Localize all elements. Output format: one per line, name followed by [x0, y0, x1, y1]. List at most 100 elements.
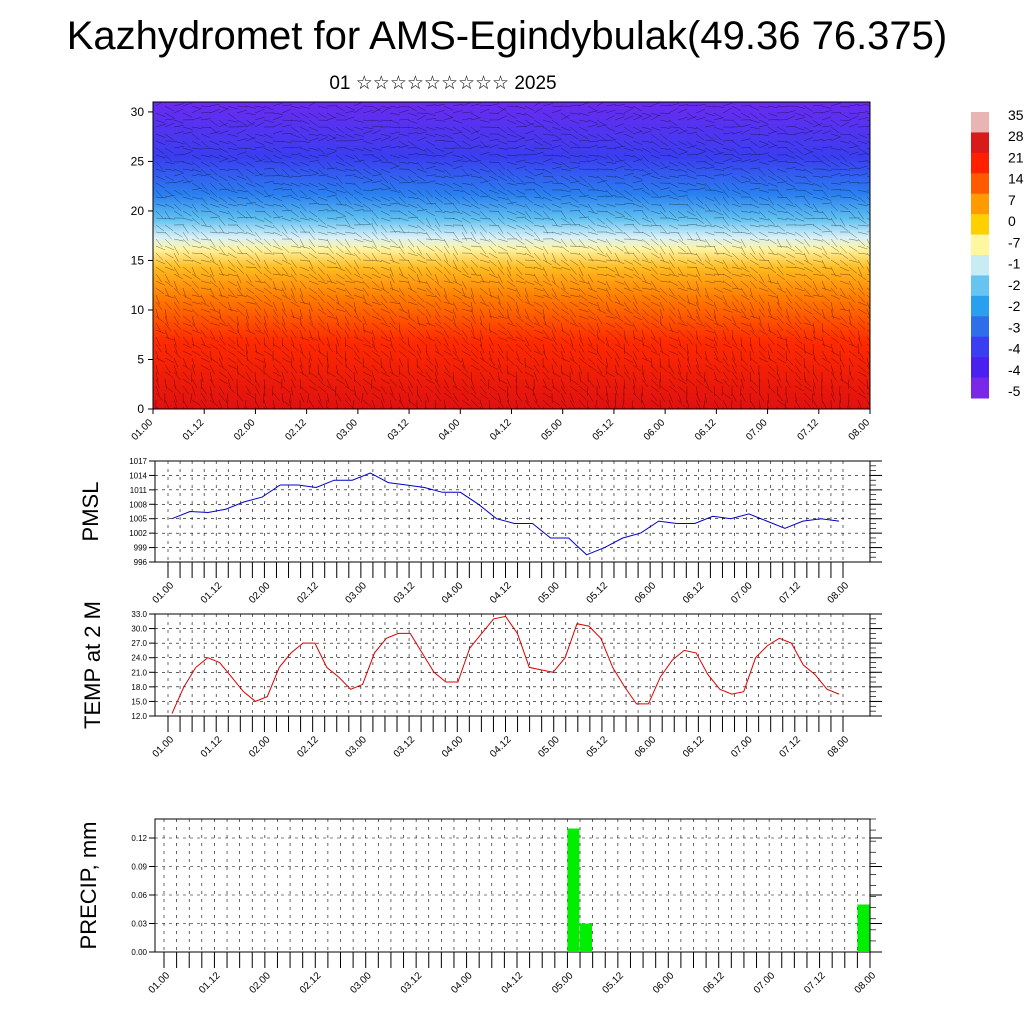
wind-barb — [407, 287, 417, 294]
wind-barb — [695, 364, 701, 375]
wind-barb — [578, 273, 585, 283]
wind-barb — [866, 392, 870, 396]
wind-barb — [830, 154, 840, 161]
wind-barb — [443, 273, 451, 283]
wind-barb — [416, 273, 421, 284]
wind-barb — [182, 245, 190, 255]
wind-barb — [434, 392, 441, 402]
wind-barb — [704, 217, 712, 226]
wind-barb — [272, 196, 283, 202]
wind-barb — [353, 350, 360, 360]
wind-barb — [551, 329, 556, 340]
wind-barb — [623, 322, 634, 327]
wind-barb — [272, 371, 282, 377]
wind-barb — [308, 252, 318, 259]
wind-barb — [749, 238, 760, 243]
wind-barb — [488, 392, 497, 401]
colorbar-label: -3 — [1008, 319, 1021, 335]
wind-barb — [380, 217, 391, 222]
wind-barb — [695, 217, 705, 225]
wind-barb — [569, 252, 580, 255]
wind-barb — [533, 399, 541, 409]
wind-barb — [470, 245, 482, 248]
wind-barb — [794, 140, 804, 147]
wind-barb — [290, 294, 298, 304]
wind-barb — [524, 336, 530, 347]
wind-barb — [164, 133, 174, 140]
wind-barb — [713, 343, 718, 354]
wind-barb — [335, 287, 346, 292]
wind-barb — [380, 266, 391, 271]
wind-barb — [803, 357, 805, 369]
wind-barb — [794, 301, 802, 310]
wind-barb — [308, 245, 317, 254]
x-tick-label: 05.12 — [601, 970, 627, 996]
wind-barb — [623, 231, 632, 240]
wind-barb — [731, 350, 736, 361]
wind-barb — [254, 350, 264, 357]
wind-barb — [605, 195, 616, 198]
wind-barb — [803, 245, 810, 255]
x-tick-label: 02.12 — [295, 580, 321, 606]
wind-barb — [245, 147, 256, 151]
wind-barb — [425, 371, 433, 381]
colorbar-label: 7 — [1008, 192, 1016, 208]
x-tick-label: 01.00 — [147, 970, 173, 996]
wind-barb — [605, 406, 608, 409]
wind-barb — [767, 294, 778, 298]
wind-barb — [695, 147, 706, 152]
wind-barb — [569, 308, 576, 318]
wind-barb — [650, 399, 659, 407]
wind-barb — [533, 224, 544, 228]
x-tick-label: 02.12 — [298, 970, 324, 996]
wind-barb — [461, 189, 471, 196]
wind-barb — [506, 385, 509, 396]
wind-barb — [371, 180, 382, 184]
wind-barb — [848, 231, 858, 239]
wind-barb — [776, 126, 787, 132]
wind-barb — [308, 322, 317, 330]
wind-barb — [434, 343, 440, 354]
x-tick-label: 01.12 — [197, 970, 223, 996]
wind-barb — [164, 308, 167, 319]
wind-barb — [587, 315, 598, 321]
wind-barb — [290, 168, 300, 175]
wind-barb — [767, 175, 777, 181]
wind-barb — [839, 217, 846, 227]
wind-barb — [398, 350, 407, 358]
wind-barb — [434, 203, 443, 212]
wind-barb — [569, 259, 579, 266]
wind-barb — [785, 392, 789, 403]
wind-barb — [236, 329, 243, 339]
wind-barb — [155, 301, 163, 311]
wind-barb — [407, 350, 417, 358]
wind-barb — [155, 154, 166, 159]
wind-barb — [713, 133, 722, 141]
wind-barb — [578, 203, 589, 208]
wind-barb — [209, 378, 216, 388]
wind-barb — [362, 259, 374, 262]
wind-barb — [740, 343, 747, 353]
wind-barb — [245, 175, 253, 184]
wind-barb — [254, 116, 265, 121]
wind-barb — [749, 252, 758, 261]
wind-barb — [758, 224, 769, 228]
wind-barb — [857, 378, 866, 386]
wind-barb — [533, 151, 544, 156]
wind-barb — [497, 329, 507, 336]
wind-barb — [173, 280, 178, 291]
wind-barb — [452, 182, 463, 188]
wind-barb — [542, 210, 550, 219]
wind-barb — [857, 294, 865, 303]
wind-barb — [389, 136, 400, 142]
x-tick-label: 03.00 — [344, 580, 370, 606]
wind-barb — [407, 132, 418, 135]
wind-barb — [812, 123, 823, 128]
wind-barb — [191, 203, 198, 213]
wind-barb — [209, 287, 215, 298]
wind-barb — [182, 224, 189, 234]
wind-barb — [533, 273, 540, 283]
wind-barb — [578, 189, 587, 198]
wind-barb — [695, 399, 701, 409]
x-tick-label: 04.00 — [440, 580, 466, 606]
